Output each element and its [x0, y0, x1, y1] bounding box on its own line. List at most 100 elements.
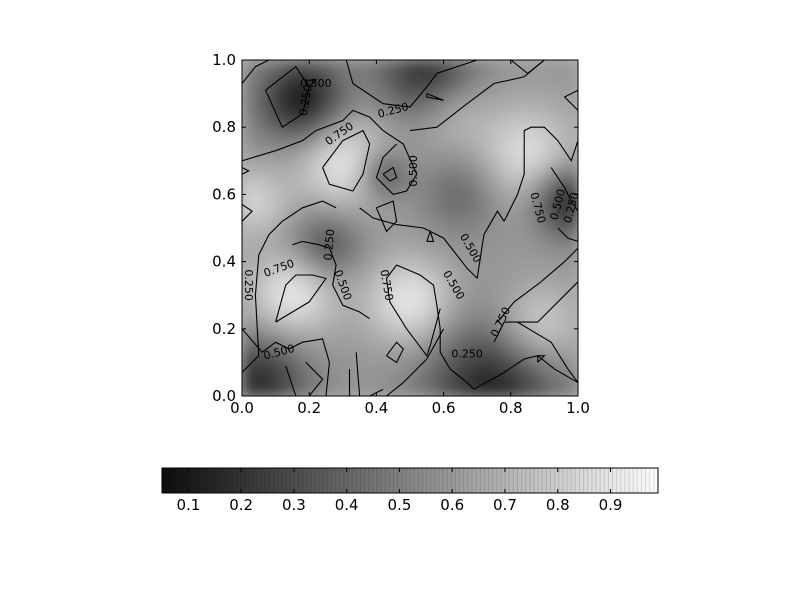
- heatmap-cell: [275, 82, 288, 95]
- heatmap-cell: [477, 93, 489, 106]
- heatmap-cell: [544, 172, 557, 184]
- heatmap-cell: [466, 127, 478, 139]
- y-axis: 0.0 0.2 0.4 0.6 0.8 1.0: [212, 51, 578, 405]
- heatmap-cell: [331, 71, 344, 83]
- heatmap-cell: [544, 149, 557, 162]
- heatmap-cell: [488, 239, 501, 251]
- heatmap-cell: [242, 183, 254, 195]
- heatmap-cell: [421, 71, 433, 83]
- heatmap-cell: [477, 261, 489, 274]
- plot-area: [242, 60, 578, 396]
- heatmap-cell: [555, 71, 568, 83]
- heatmap-cell: [264, 71, 277, 83]
- heatmap-cell: [566, 295, 578, 307]
- heatmap-cell: [566, 272, 578, 285]
- heatmap-cell: [432, 116, 445, 128]
- colorbar-frame: [161, 467, 659, 494]
- heatmap-cell: [510, 295, 523, 307]
- heatmap-cell: [544, 216, 557, 229]
- heatmap-cell: [376, 172, 389, 184]
- heatmap-cell: [253, 183, 265, 195]
- heatmap-cell: [421, 127, 433, 139]
- heatmap-cell: [510, 317, 523, 330]
- heatmap-cell: [387, 261, 400, 274]
- heatmap-cell: [275, 93, 288, 106]
- heatmap-cell: [309, 384, 321, 396]
- heatmap-cell: [253, 317, 265, 330]
- heatmap-cell: [354, 160, 366, 173]
- heatmap-cell: [286, 261, 299, 274]
- heatmap-cell: [286, 93, 299, 106]
- heatmap-cell: [522, 384, 534, 396]
- heatmap-cell: [454, 373, 467, 386]
- heatmap-cell: [242, 216, 254, 229]
- heatmap-cell: [253, 306, 265, 319]
- heatmap-cell: [309, 239, 321, 251]
- heatmap-cell: [522, 373, 534, 386]
- heatmap-cell: [443, 116, 456, 128]
- heatmap-cell: [533, 82, 545, 95]
- heatmap-cell: [365, 362, 377, 375]
- heatmap-cell: [522, 216, 534, 229]
- heatmap-cell: [443, 93, 456, 106]
- heatmap-cell: [466, 362, 478, 375]
- contour-label: 0.750: [377, 268, 395, 301]
- heatmap-cell: [275, 261, 288, 274]
- heatmap-cell: [544, 317, 557, 330]
- y-tick-label: 0.8: [212, 118, 236, 136]
- heatmap-cell: [443, 250, 456, 263]
- heatmap-cell: [443, 183, 456, 195]
- heatmap-cell: [410, 306, 422, 319]
- heatmap-cell: [421, 160, 433, 173]
- heatmap-cell: [466, 205, 478, 218]
- heatmap-cell: [443, 127, 456, 139]
- heatmap-cell: [510, 60, 523, 72]
- heatmap-cell: [253, 228, 265, 240]
- heatmap-cell: [443, 340, 456, 352]
- heatmap-cell: [309, 93, 321, 106]
- heatmap-cell: [432, 373, 445, 386]
- heatmap-cell: [410, 228, 422, 240]
- heatmap-cell: [522, 172, 534, 184]
- heatmap-cell: [499, 284, 512, 296]
- heatmap-cell: [454, 138, 467, 151]
- heatmap-cell: [398, 149, 411, 162]
- heatmap-cell: [443, 194, 456, 207]
- heatmap-cell: [242, 104, 254, 117]
- contour-line: [285, 365, 297, 396]
- heatmap-cell: [242, 317, 254, 330]
- heatmap-cell: [533, 71, 545, 83]
- heatmap-cell: [342, 261, 355, 274]
- heatmap-cell: [298, 116, 310, 128]
- contour-line: [510, 60, 545, 75]
- heatmap-cell: [510, 104, 523, 117]
- heatmap-cell: [510, 71, 523, 83]
- heatmap-cell: [342, 306, 355, 319]
- heatmap-cell: [466, 82, 478, 95]
- heatmap-cell: [522, 149, 534, 162]
- heatmap-cell: [466, 295, 478, 307]
- heatmap-cell: [566, 328, 578, 341]
- colorbar-tick-label: 0.2: [229, 496, 253, 514]
- heatmap-cell: [555, 351, 568, 363]
- heatmap-cell: [387, 127, 400, 139]
- heatmap-cell: [533, 340, 545, 352]
- heatmap-cell: [510, 272, 523, 285]
- heatmap-cell: [421, 183, 433, 195]
- heatmap-cell: [533, 362, 545, 375]
- heatmap-cell: [298, 261, 310, 274]
- heatmap-cell: [466, 71, 478, 83]
- heatmap-cell: [376, 60, 389, 72]
- heatmap-cell: [410, 373, 422, 386]
- heatmap-cell: [454, 328, 467, 341]
- heatmap-cell: [387, 228, 400, 240]
- contour-line: [382, 166, 398, 182]
- heatmap-cell: [387, 71, 400, 83]
- heatmap-cell: [387, 373, 400, 386]
- heatmap-cell: [510, 172, 523, 184]
- heatmap-cell: [544, 328, 557, 341]
- heatmap-cell: [387, 362, 400, 375]
- heatmap-cell: [533, 250, 545, 263]
- heatmap-cell: [309, 250, 321, 263]
- heatmap-cell: [376, 362, 389, 375]
